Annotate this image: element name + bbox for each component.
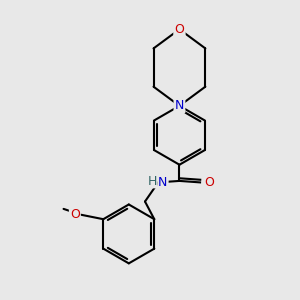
Text: O: O bbox=[70, 208, 80, 221]
Text: N: N bbox=[158, 176, 168, 189]
Text: O: O bbox=[204, 176, 214, 189]
Text: H: H bbox=[147, 175, 157, 188]
Text: N: N bbox=[175, 99, 184, 112]
Text: O: O bbox=[175, 23, 184, 36]
